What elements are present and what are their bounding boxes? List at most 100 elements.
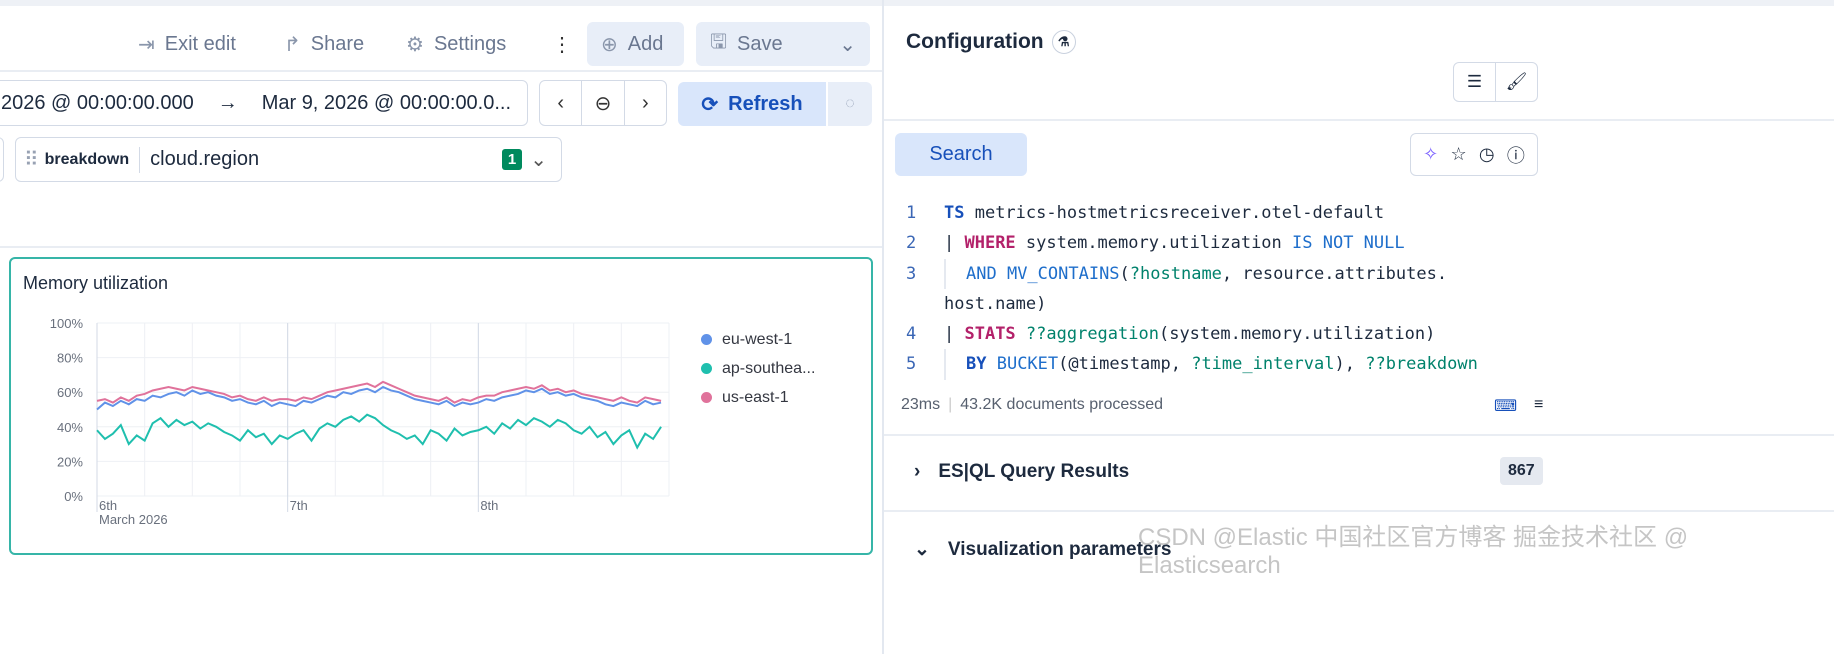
ai-sparkle-search-icon[interactable]: ✧ xyxy=(1423,144,1439,164)
token: ), xyxy=(1334,354,1366,375)
control-value[interactable]: cloud.region xyxy=(150,148,260,170)
flyout-tools: ☰ 🖌 xyxy=(1453,62,1538,102)
breakdown-control[interactable]: ⠿ breakdown cloud.region 1 ⌄ xyxy=(15,137,562,182)
watermark: CSDN @Elastic 中国社区官方博客 掘金技术社区 @ Elastics… xyxy=(1138,524,1689,579)
add-button[interactable]: ⊕ Add xyxy=(587,22,684,66)
start-date[interactable]: 2026 @ 00:00:00.000 xyxy=(1,91,194,114)
more-options-button[interactable]: ⋮ xyxy=(552,22,572,66)
editor-tools: ✧ ☆ ◷ ⓘ xyxy=(1410,133,1538,176)
code-line: host.name) xyxy=(884,289,1834,319)
accordion-label: Visualization parameters xyxy=(947,538,1172,560)
legend-item[interactable]: us-east-1 xyxy=(701,383,815,412)
legend-dot xyxy=(701,363,712,374)
legend-dot xyxy=(701,334,712,345)
search-button[interactable]: Search xyxy=(895,133,1027,176)
query-results-accordion[interactable]: › ES|QL Query Results xyxy=(914,461,1129,483)
configuration-header: Configuration ⚗ xyxy=(906,30,1076,54)
save-icon: 🖫 xyxy=(710,31,728,53)
date-range-picker[interactable]: 2026 @ 00:00:00.000 → Mar 9, 2026 @ 00:00:… xyxy=(0,80,528,126)
line-number: 3 xyxy=(906,263,917,284)
legend-dot xyxy=(701,392,712,403)
share-label: Share xyxy=(310,32,365,55)
time-nav-group: ‹ ⊖ › xyxy=(539,80,667,126)
configuration-flyout: Configuration ⚗ ☰ 🖌 Search ✧ ☆ ◷ ⓘ 1 TS metric… xyxy=(884,0,1834,654)
x-tick-label: 6th xyxy=(99,498,117,513)
token: BUCKET xyxy=(986,354,1059,375)
token: TS xyxy=(944,203,965,223)
chevron-down-icon[interactable]: ⌄ xyxy=(839,33,856,56)
code-line: 4 | STATS ??aggregation(system.memory.uti… xyxy=(884,319,1834,349)
token: ??aggregation xyxy=(1015,324,1159,345)
wrap-lines-icon[interactable]: ≡ xyxy=(1534,396,1544,413)
line-chart[interactable]: 0% 20% 40% 60% 80% 100% 6th 7th 8th March 2026 xyxy=(11,259,691,549)
query-time: 23ms xyxy=(901,396,941,413)
token: system.memory.utilization xyxy=(1015,233,1293,254)
chevron-down-icon[interactable]: ⌄ xyxy=(530,149,547,171)
refresh-button[interactable]: ⟳ Refresh xyxy=(678,82,826,126)
token: (system.memory.utilization) xyxy=(1158,324,1436,345)
token: ?time_interval xyxy=(1191,354,1335,375)
settings-button[interactable]: ⚙ Settings xyxy=(406,22,506,66)
help-icon[interactable]: ⓘ xyxy=(1506,145,1525,166)
save-label: Save xyxy=(737,32,783,55)
chart-legend: eu-west-1 ap-southea... us-east-1 xyxy=(701,325,815,412)
line-number: 1 xyxy=(906,203,917,223)
series-line-ap-southea- xyxy=(96,413,662,450)
code-line: 5 BY BUCKET(@timestamp, ?time_interval), … xyxy=(884,349,1834,380)
zoom-out-button[interactable]: ⊖ xyxy=(582,81,625,125)
drag-handle-icon[interactable]: ⠿ xyxy=(24,149,39,171)
line-number: 4 xyxy=(906,324,917,345)
auto-refresh-button[interactable]: ◌ xyxy=(828,82,872,126)
token: AND xyxy=(966,263,997,284)
gear-icon: ⚙ xyxy=(406,33,424,56)
y-tick-label: 60% xyxy=(57,385,83,400)
add-label: Add xyxy=(627,32,664,55)
token: | xyxy=(944,233,965,254)
keyboard-icon[interactable]: ⌨ xyxy=(1494,398,1518,415)
star-icon[interactable]: ☆ xyxy=(1450,144,1467,164)
token: BY xyxy=(966,354,987,375)
divider xyxy=(0,70,882,72)
x-tick-label: 8th xyxy=(480,498,498,513)
arrow-icon: → xyxy=(217,91,238,114)
token: host.name) xyxy=(944,293,1047,314)
memory-utilization-panel[interactable]: Memory utilization 0% 20% 40% 60% 80% 100% 6th… xyxy=(9,257,873,555)
dashboard-area: ⇥ Exit edit ↱ Share ⚙ Settings ⋮ ⊕ Add 🖫 Save… xyxy=(0,6,882,654)
history-icon[interactable]: ◷ xyxy=(1478,144,1495,164)
share-icon: ↱ xyxy=(284,33,301,56)
chevron-down-icon: ⌄ xyxy=(914,539,930,560)
panel-title: Memory utilization xyxy=(23,273,169,293)
previous-control[interactable] xyxy=(0,137,4,182)
top-strip xyxy=(0,0,1834,6)
token: MV_CONTAINS xyxy=(996,263,1120,284)
divider xyxy=(884,510,1834,512)
legend-item[interactable]: ap-southea... xyxy=(701,354,815,383)
exit-edit-button[interactable]: ⇥ Exit edit xyxy=(138,22,236,66)
token: metrics-hostmetricsreceiver.otel-default xyxy=(964,203,1385,223)
share-button[interactable]: ↱ Share xyxy=(284,22,364,66)
list-icon[interactable]: ☰ xyxy=(1454,63,1496,101)
refresh-icon: ⟳ xyxy=(701,93,719,116)
code-line: 3 AND MV_CONTAINS(?hostname, resource.att… xyxy=(884,258,1834,289)
legend-label: eu-west-1 xyxy=(722,330,793,348)
settings-label: Settings xyxy=(433,32,507,55)
visualization-parameters-accordion[interactable]: ⌄ Visualization parameters xyxy=(914,538,1171,561)
x-axis-sublabel: March 2026 xyxy=(99,512,168,527)
series-line-us-east-1 xyxy=(96,380,662,404)
end-date[interactable]: Mar 9, 2026 @ 00:00:00.0... xyxy=(261,91,512,114)
legend-label: us-east-1 xyxy=(722,388,789,406)
brush-icon[interactable]: 🖌 xyxy=(1505,72,1528,91)
divider xyxy=(884,434,1834,436)
legend-label: ap-southea... xyxy=(722,359,816,377)
token: WHERE xyxy=(964,233,1016,254)
y-tick-label: 0% xyxy=(64,489,83,504)
panel-divider[interactable] xyxy=(882,0,884,654)
exit-edit-label: Exit edit xyxy=(164,32,236,55)
results-count-badge: 867 xyxy=(1500,457,1543,485)
save-button[interactable]: 🖫 Save ⌄ xyxy=(696,22,870,66)
esql-editor[interactable]: 1 TS metrics-hostmetricsreceiver.otel-def… xyxy=(884,198,1834,380)
next-button[interactable]: › xyxy=(641,91,649,114)
previous-button[interactable]: ‹ xyxy=(540,81,583,125)
token: ??breakdown xyxy=(1365,354,1478,375)
legend-item[interactable]: eu-west-1 xyxy=(701,325,815,354)
